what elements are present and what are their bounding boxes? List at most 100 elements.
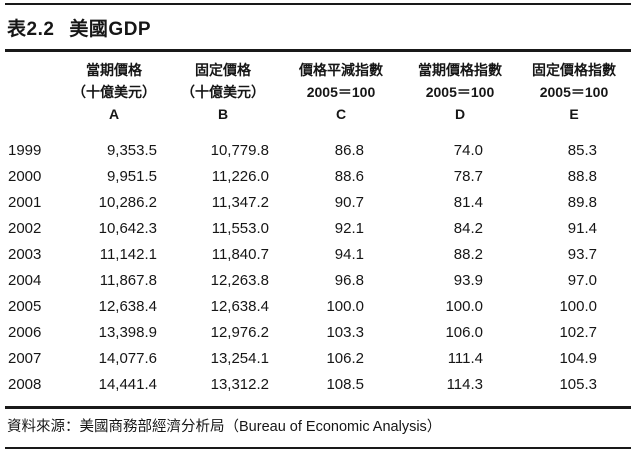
- table-number-label: 表2.2: [7, 18, 55, 40]
- column-header-D: 當期價格指數 2005＝100 D: [403, 55, 517, 137]
- value-cell-b: 10,779.8: [210, 141, 269, 159]
- value-cell-a: 12,638.4: [98, 297, 157, 315]
- year-cell: 2003: [8, 245, 42, 263]
- value-cell-b: 11,226.0: [211, 167, 269, 185]
- year-cell: 2007: [8, 349, 42, 367]
- index-value: 78.7: [453, 167, 483, 185]
- header-line1: 當期價格: [86, 62, 142, 78]
- bottom-rule: [5, 447, 631, 449]
- year-cell: 2002: [8, 219, 42, 237]
- column-header-E: 固定價格指數 2005＝100 E: [517, 55, 631, 137]
- value-cell-b: 12,638.4: [210, 297, 269, 315]
- value-cell-b: 13,254.1: [210, 349, 269, 367]
- index-value: 92.1: [334, 219, 364, 237]
- value-cell-a: 10,286.2: [98, 193, 157, 211]
- header-letter: A: [108, 106, 120, 122]
- value-cell-b: 11,347.2: [211, 193, 269, 211]
- header-line2: 2005＝100: [306, 84, 376, 100]
- value-cell-a: 10,642.3: [98, 219, 157, 237]
- table-body: 1999 9,353.5 10,779.8 86.8 74.0 85.3 2000 9,951…: [5, 137, 631, 397]
- value-cell-b: 11,840.7: [211, 245, 269, 263]
- year-cell: 2006: [8, 323, 42, 341]
- index-value: 114.3: [446, 375, 483, 393]
- value-cell-d: 93.9: [403, 267, 517, 293]
- value-cell-c: 96.8: [279, 267, 403, 293]
- value-cell-b: 13,312.2: [210, 375, 269, 393]
- index-value: 96.8: [334, 271, 364, 289]
- column-header-C: 價格平減指數 2005＝100 C: [279, 55, 403, 137]
- index-value: 86.8: [334, 141, 364, 159]
- year-cell: 2001: [8, 193, 42, 211]
- table-row: 2002 10,642.3 11,553.0 92.1 84.2 91.4: [5, 215, 631, 241]
- value-cell-c: 94.1: [279, 241, 403, 267]
- header-line2: （十億美元）: [181, 84, 265, 100]
- header-line1: 固定價格指數: [532, 62, 616, 78]
- index-value: 74.0: [453, 141, 483, 159]
- value-cell-d: 78.7: [403, 163, 517, 189]
- index-value: 105.3: [559, 375, 597, 393]
- value-cell-e: 105.3: [517, 371, 631, 397]
- value-cell-a: 11,867.8: [99, 271, 157, 289]
- value-cell-e: 89.8: [517, 189, 631, 215]
- column-header-A: 當期價格 （十億美元） A: [61, 55, 167, 137]
- rule-above-source: [5, 406, 631, 409]
- value-cell-d: 114.3: [403, 371, 517, 397]
- table-row: 2000 9,951.5 11,226.0 88.6 78.7 88.8: [5, 163, 631, 189]
- value-cell-a: 14,077.6: [98, 349, 157, 367]
- index-value: 91.4: [567, 219, 597, 237]
- header-line1: 價格平減指數: [299, 62, 383, 78]
- index-value: 93.9: [453, 271, 483, 289]
- index-value: 104.9: [559, 349, 597, 367]
- value-cell-e: 91.4: [517, 215, 631, 241]
- header-letter: B: [217, 106, 229, 122]
- table-row: 2003 11,142.1 11,840.7 94.1 88.2 93.7: [5, 241, 631, 267]
- year-cell: 2005: [8, 297, 42, 315]
- header-row: 當期價格 （十億美元） A 固定價格 （十億美元） B 價格平減指數 2005＝100 C 當期價…: [5, 55, 631, 137]
- table-caption: 表2.2 美國GDP: [5, 5, 631, 49]
- year-column-header-empty: [5, 55, 61, 137]
- header-line2: （十億美元）: [72, 84, 156, 100]
- table-row: 2004 11,867.8 12,263.8 96.8 93.9 97.0: [5, 267, 631, 293]
- table-row: 2008 14,441.4 13,312.2 108.5 114.3 105.3: [5, 371, 631, 397]
- value-cell-b: 12,263.8: [210, 271, 269, 289]
- index-value: 100.0: [445, 297, 483, 315]
- index-value: 88.2: [453, 245, 483, 263]
- index-value: 85.3: [567, 141, 597, 159]
- value-cell-c: 92.1: [279, 215, 403, 241]
- index-value: 100.0: [559, 297, 597, 315]
- value-cell-a: 9,951.5: [106, 167, 157, 185]
- header-line2: 2005＝100: [425, 84, 495, 100]
- index-value: 90.7: [334, 193, 364, 211]
- table-row: 2005 12,638.4 12,638.4 100.0 100.0 100.0: [5, 293, 631, 319]
- value-cell-e: 104.9: [517, 345, 631, 371]
- value-cell-c: 90.7: [279, 189, 403, 215]
- header-line1: 固定價格: [195, 62, 251, 78]
- value-cell-c: 103.3: [279, 319, 403, 345]
- value-cell-d: 74.0: [403, 137, 517, 163]
- value-cell-d: 88.2: [403, 241, 517, 267]
- value-cell-e: 97.0: [517, 267, 631, 293]
- top-rule: [5, 3, 631, 5]
- value-cell-a: 11,142.1: [99, 245, 157, 263]
- value-cell-d: 111.4: [403, 345, 517, 371]
- value-cell-c: 88.6: [279, 163, 403, 189]
- value-cell-c: 106.2: [279, 345, 403, 371]
- index-value: 102.7: [559, 323, 597, 341]
- value-cell-d: 81.4: [403, 189, 517, 215]
- header-letter: C: [335, 106, 347, 122]
- value-cell-a: 9,353.5: [106, 141, 157, 159]
- value-cell-e: 88.8: [517, 163, 631, 189]
- value-cell-c: 108.5: [279, 371, 403, 397]
- index-value: 111.4: [447, 349, 483, 367]
- index-value: 108.5: [326, 375, 364, 393]
- column-header-B: 固定價格 （十億美元） B: [167, 55, 279, 137]
- index-value: 88.6: [334, 167, 364, 185]
- year-cell: 2004: [8, 271, 42, 289]
- table-row: 2007 14,077.6 13,254.1 106.2 111.4 104.9: [5, 345, 631, 371]
- page-title: 美國GDP: [69, 18, 152, 40]
- year-cell: 2008: [8, 375, 42, 393]
- header-letter: E: [569, 106, 579, 122]
- index-value: 103.3: [326, 323, 364, 341]
- index-value: 93.7: [567, 245, 597, 263]
